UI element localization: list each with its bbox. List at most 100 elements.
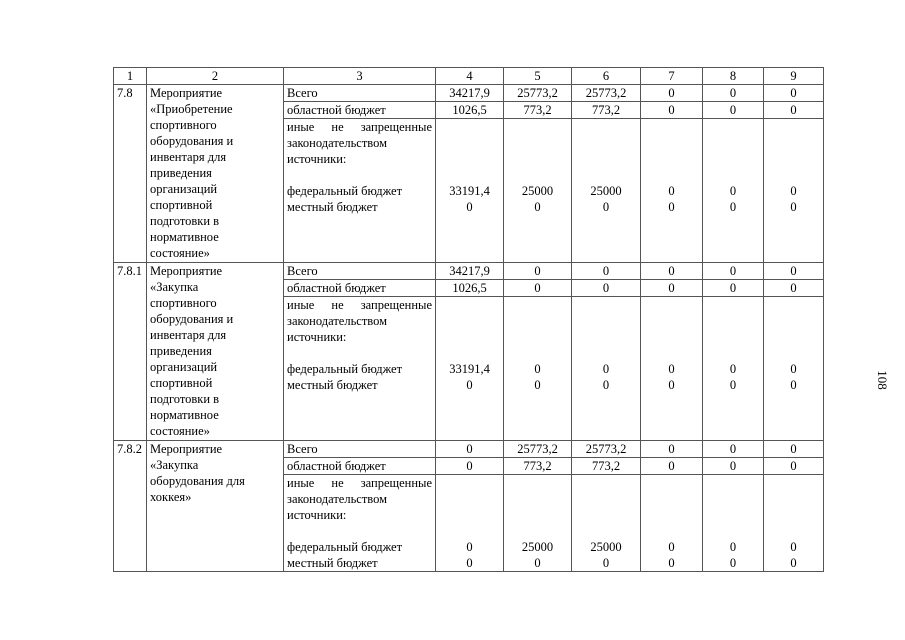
federal-value: 25000 xyxy=(521,540,554,554)
value-cell: 773,2 xyxy=(503,101,572,119)
value-cell: 0 xyxy=(571,279,641,297)
federal-value: 0 xyxy=(668,362,675,376)
local-value: 0 xyxy=(534,200,541,214)
value-cell: 34217,9 xyxy=(435,84,504,102)
federal-value: 0 xyxy=(534,362,541,376)
local-value: 0 xyxy=(466,556,473,570)
value-cell: 25773,2 xyxy=(571,440,641,458)
federal-value: 0 xyxy=(790,362,797,376)
value-cell: 0 xyxy=(503,279,572,297)
column-header: 5 xyxy=(503,67,572,85)
local-value: 0 xyxy=(668,200,675,214)
federal-value: 0 xyxy=(729,362,737,376)
value-cell: 0 xyxy=(702,101,764,119)
local-value: 0 xyxy=(790,378,797,392)
source-label: областной бюджет xyxy=(283,457,436,475)
federal-value: 0 xyxy=(668,540,675,554)
item-name: Мероприятие «Закупка спортивного оборудо… xyxy=(146,262,284,441)
source-labels: иные не запрещенные законодательством ис… xyxy=(283,296,436,441)
federal-value: 0 xyxy=(602,362,610,376)
local-value: 0 xyxy=(602,200,610,214)
local-value: 0 xyxy=(466,378,473,392)
item-number: 7.8 xyxy=(113,84,147,263)
value-cell: 0 xyxy=(702,84,764,102)
local-label: местный бюджет xyxy=(287,556,378,570)
local-value: 0 xyxy=(729,378,737,392)
source-labels: иные не запрещенные законодательством ис… xyxy=(283,474,436,572)
local-value: 0 xyxy=(668,378,675,392)
column-header: 2 xyxy=(146,67,284,85)
column-header: 6 xyxy=(571,67,641,85)
local-value: 0 xyxy=(466,200,473,214)
value-cell: 0 xyxy=(435,457,504,475)
value-cell: 0 xyxy=(640,101,703,119)
federal-value: 0 xyxy=(790,184,797,198)
source-label: Всего xyxy=(283,262,436,280)
local-value: 0 xyxy=(534,556,541,570)
item-number: 7.8.1 xyxy=(113,262,147,441)
local-value: 0 xyxy=(729,556,737,570)
value-cell: 0 xyxy=(702,279,764,297)
federal-value: 0 xyxy=(466,540,473,554)
row-total: 7.8 Мероприятие «Приобретение спортивного… xyxy=(113,84,824,263)
value-cell: 773,2 xyxy=(571,457,641,475)
local-value: 0 xyxy=(668,556,675,570)
federal-value: 33191,4 xyxy=(449,184,490,198)
value-cell: 25000 0 xyxy=(503,118,572,263)
federal-label: федеральный бюджет xyxy=(287,540,403,554)
value-cell: 33191,4 0 xyxy=(435,118,504,263)
local-value: 0 xyxy=(729,200,737,214)
federal-value: 0 xyxy=(790,540,797,554)
federal-label: федеральный бюджет xyxy=(287,362,403,376)
value-cell: 0 xyxy=(763,457,824,475)
value-cell: 0 xyxy=(571,262,641,280)
item-name: Мероприятие «Закупка оборудования для хо… xyxy=(146,440,284,572)
value-cell: 773,2 xyxy=(503,457,572,475)
source-label: Всего xyxy=(283,84,436,102)
other-sources-label: иные не запрещенные законодательством ис… xyxy=(287,476,432,522)
value-cell: 33191,4 0 xyxy=(435,296,504,441)
row-total: 7.8.2 Мероприятие «Закупка оборудования д… xyxy=(113,440,824,572)
local-value: 0 xyxy=(790,200,797,214)
column-header: 9 xyxy=(763,67,824,85)
value-cell: 0 xyxy=(702,457,764,475)
source-label: Всего xyxy=(283,440,436,458)
column-header: 8 xyxy=(702,67,764,85)
value-cell: 0 xyxy=(503,262,572,280)
value-cell: 25773,2 xyxy=(571,84,641,102)
source-label: областной бюджет xyxy=(283,101,436,119)
page-number: 108 xyxy=(874,370,890,390)
federal-value: 0 xyxy=(729,540,737,554)
value-cell: 1026,5 xyxy=(435,279,504,297)
column-header: 4 xyxy=(435,67,504,85)
federal-value: 33191,4 xyxy=(449,362,490,376)
row-total: 7.8.1 Мероприятие «Закупка спортивного об… xyxy=(113,262,824,441)
value-cell: 0 xyxy=(763,101,824,119)
source-labels: иные не запрещенные законодательством ис… xyxy=(283,118,436,263)
value-cell: 25773,2 xyxy=(503,84,572,102)
row-other-sources: иные не запрещенные законодательством ис… xyxy=(114,118,824,263)
value-cell: 773,2 xyxy=(571,101,641,119)
row-regional: областной бюджет 1026,5 773,2 773,2 0 0 0 xyxy=(114,101,824,119)
value-cell: 0 xyxy=(702,262,764,280)
value-cell: 34217,9 xyxy=(435,262,504,280)
row-other-sources: иные не запрещенные законодательством ис… xyxy=(114,296,824,441)
column-header: 7 xyxy=(640,67,703,85)
local-value: 0 xyxy=(602,556,610,570)
value-cell: 25000 0 xyxy=(571,118,641,263)
federal-value: 0 xyxy=(668,184,675,198)
value-cell: 0 xyxy=(640,262,703,280)
value-cell: 25773,2 xyxy=(503,440,572,458)
value-cell: 25000 0 xyxy=(571,474,641,572)
federal-value: 25000 xyxy=(521,184,554,198)
